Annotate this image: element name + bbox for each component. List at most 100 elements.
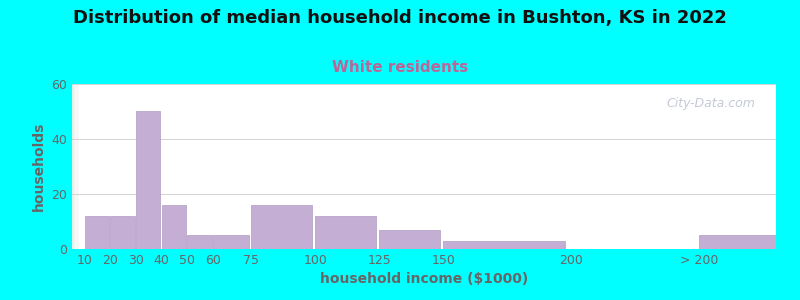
Bar [74,84,77,249]
Bar [75,84,79,249]
Bar [73,84,77,249]
Bar [73,84,76,249]
Bar [74,84,77,249]
Bar [74,84,77,249]
Bar [74,84,78,249]
Bar [74,84,77,249]
Bar [75,84,79,249]
Bar [75,84,78,249]
Bar [72,84,75,249]
Bar [74,84,78,249]
Bar [74,84,78,249]
Bar [74,84,78,249]
Bar [74,84,77,249]
Bar [73,84,76,249]
Bar [72,84,76,249]
Bar [74,84,78,249]
Bar [74,84,78,249]
Bar [73,84,77,249]
Bar [73,84,77,249]
Bar [75,84,79,249]
Bar [73,84,77,249]
Bar [74,84,78,249]
Bar [74,84,78,249]
Bar [74,84,78,249]
Bar [73,84,76,249]
Bar [73,84,76,249]
Bar [74,84,78,249]
Bar [75,84,78,249]
Bar [74,84,78,249]
Bar [73,84,76,249]
Bar [75,84,78,249]
Bar [74,84,77,249]
Bar [72,84,75,249]
Bar [72,84,76,249]
Bar [74,84,78,249]
Bar [74,84,78,249]
Bar [74,84,77,249]
Bar [74,84,78,249]
Bar [73,84,76,249]
Bar [73,84,76,249]
Bar [74,84,78,249]
Bar [75,84,78,249]
Bar [73,84,76,249]
Bar [74,84,78,249]
Bar [85,216,109,249]
Bar [74,84,78,249]
Bar [72,84,76,249]
Bar [72,84,76,249]
Bar [74,84,78,249]
Bar [75,84,78,249]
Bar [74,84,78,249]
Bar [74,84,78,249]
Bar [75,84,79,249]
Bar [72,84,76,249]
Bar [73,84,76,249]
Bar [74,84,77,249]
Bar [72,84,76,249]
Bar [75,84,79,249]
Bar [73,84,76,249]
Bar [73,84,76,249]
Bar [74,84,78,249]
Bar [74,84,78,249]
Bar [74,84,77,249]
Text: City-Data.com: City-Data.com [666,97,755,110]
Bar [73,84,77,249]
Bar [379,230,440,249]
Bar [73,84,77,249]
Bar [73,84,77,249]
Bar [74,84,78,249]
Bar [74,84,78,249]
Bar [443,241,565,249]
Bar [75,84,78,249]
Y-axis label: households: households [32,122,46,211]
Bar [74,84,77,249]
Bar [72,84,76,249]
Bar [75,84,78,249]
Bar [74,84,77,249]
Bar [72,84,76,249]
Bar [75,84,78,249]
Bar [74,84,78,249]
Bar [74,84,78,249]
Bar [73,84,76,249]
Bar [75,84,78,249]
Bar [74,84,78,249]
Bar [73,84,77,249]
Bar [74,84,78,249]
Bar [187,235,211,249]
Bar [74,84,78,249]
Bar [73,84,77,249]
Bar [72,84,76,249]
Bar [73,84,76,249]
Bar [74,84,78,249]
Bar [75,84,79,249]
Bar [73,84,76,249]
Bar [213,235,250,249]
Bar [74,84,78,249]
Bar [72,84,76,249]
Bar [74,84,78,249]
